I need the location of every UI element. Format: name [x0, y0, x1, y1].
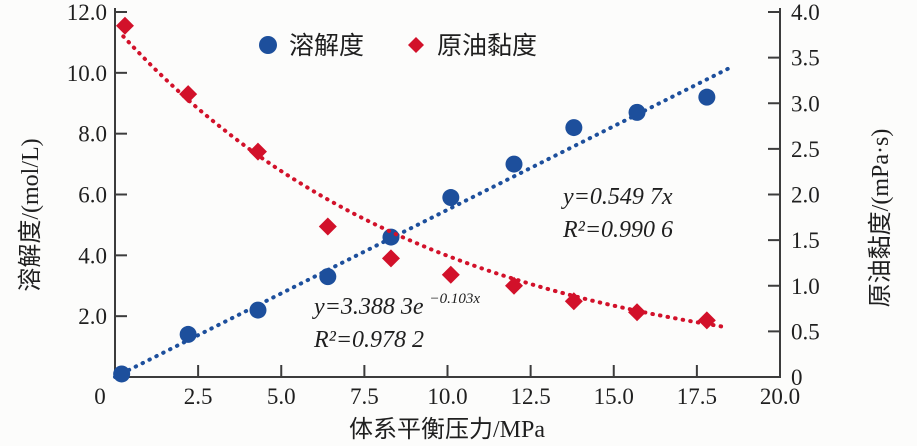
x-tick-label: 2.5: [184, 384, 213, 409]
y-right-tick-label: 1.5: [791, 228, 820, 253]
x-axis-title: 体系平衡压力/MPa: [349, 416, 545, 443]
y-left-tick-label: 6.0: [78, 183, 107, 208]
y-right-tick-label: 2.5: [791, 137, 820, 162]
x-tick-label: 10.0: [427, 384, 467, 409]
viscosity-point: [318, 217, 337, 236]
solubility-point: [319, 268, 337, 286]
x-tick-label: 12.5: [511, 384, 551, 409]
viscosity-point: [564, 292, 583, 311]
x-tick-label: 17.5: [677, 384, 717, 409]
annotations: y=0.549 7x R²=0.990 6 y=3.388 3e −0.103x…: [312, 184, 673, 353]
viscosity-point: [441, 265, 460, 284]
viscosity-point: [115, 16, 134, 35]
viscosity-point: [248, 142, 267, 161]
solubility-point: [442, 189, 460, 207]
x-tick-label: 20.0: [760, 384, 800, 409]
solubility-fit-equation: y=0.549 7x: [561, 184, 673, 210]
solubility-point: [698, 88, 716, 106]
viscosity-point: [505, 276, 523, 295]
viscosity-point: [628, 303, 647, 322]
x-tick-label: 0: [94, 384, 106, 409]
y-right-tick-label: 3.0: [791, 91, 820, 116]
y-right-tick-label: 3.5: [791, 46, 820, 71]
legend-viscosity-marker-icon: [408, 37, 424, 53]
y-axis-left-title: 溶解度/(mol/L): [17, 138, 44, 291]
legend-viscosity-label: 原油黏度: [437, 32, 537, 60]
viscosity-point: [697, 311, 716, 330]
legend: 溶解度 原油黏度: [259, 32, 537, 60]
y-right-tick-label: 0.5: [791, 319, 820, 344]
solubility-point: [628, 103, 646, 121]
solubility-point: [179, 325, 197, 343]
viscosity-trendline: [121, 34, 724, 329]
viscosity-fit-equation: y=3.388 3e −0.103x: [312, 291, 480, 320]
solubility-fit-r2: R²=0.990 6: [562, 217, 673, 243]
y-left-tick-label: 10.0: [67, 61, 107, 86]
y-right-zero-label: 0: [791, 365, 803, 390]
y-right-tick-label: 4.0: [791, 0, 820, 25]
y-left-tick-label: 2.0: [78, 304, 107, 329]
x-tick-label: 15.0: [594, 384, 634, 409]
y-right-tick-label: 1.0: [791, 274, 820, 299]
y-right-tick-label: 2.0: [791, 183, 820, 208]
solubility-point: [249, 301, 267, 319]
legend-solubility-label: 溶解度: [289, 32, 364, 60]
x-tick-label: 7.5: [350, 384, 379, 409]
viscosity-fit-r2: R²=0.978 2: [313, 327, 424, 353]
x-tick-label: 5.0: [267, 384, 296, 409]
y-left-tick-label: 12.0: [67, 0, 107, 25]
solubility-trendline: [113, 64, 734, 379]
solubility-point: [113, 365, 131, 383]
y-left-tick-label: 8.0: [78, 122, 107, 147]
viscosity-point: [381, 249, 400, 268]
solubility-point: [565, 119, 583, 137]
solubility-point: [505, 155, 523, 173]
y-left-tick-label: 4.0: [78, 243, 107, 268]
y-axis-right-title: 原油黏度/(mPa·s): [867, 129, 894, 308]
legend-solubility-marker-icon: [259, 36, 277, 54]
viscosity-point: [179, 85, 198, 104]
